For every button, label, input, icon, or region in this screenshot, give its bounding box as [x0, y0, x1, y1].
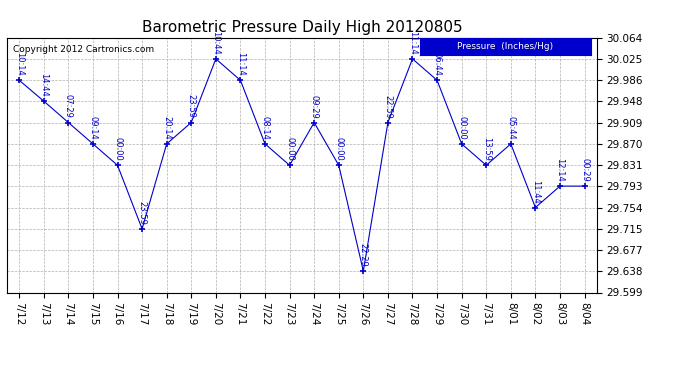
Text: 09:14: 09:14: [88, 116, 97, 140]
Text: 11:14: 11:14: [408, 31, 417, 55]
Text: 00:29: 00:29: [580, 158, 589, 182]
Text: 22:59: 22:59: [384, 94, 393, 118]
Text: 00:00: 00:00: [113, 137, 122, 161]
Text: 00:00: 00:00: [334, 137, 343, 161]
Title: Barometric Pressure Daily High 20120805: Barometric Pressure Daily High 20120805: [141, 20, 462, 35]
Text: 22:29: 22:29: [359, 243, 368, 267]
Text: 14:44: 14:44: [39, 73, 48, 97]
Text: 11:14: 11:14: [236, 53, 245, 76]
Text: 12:14: 12:14: [555, 158, 564, 182]
Text: 10:14: 10:14: [14, 53, 23, 76]
Text: 23:59: 23:59: [137, 201, 146, 225]
Text: 08:14: 08:14: [261, 116, 270, 140]
Text: 00:00: 00:00: [457, 116, 466, 140]
Text: 06:44: 06:44: [433, 52, 442, 76]
Text: 23:59: 23:59: [187, 94, 196, 118]
Text: 07:29: 07:29: [64, 94, 73, 118]
Text: 10:44: 10:44: [211, 31, 220, 55]
Text: 00:00: 00:00: [285, 137, 294, 161]
Text: 13:59: 13:59: [482, 137, 491, 161]
Text: Copyright 2012 Cartronics.com: Copyright 2012 Cartronics.com: [13, 45, 154, 54]
Text: 20:14: 20:14: [162, 116, 171, 140]
Text: 05:44: 05:44: [506, 116, 515, 140]
Text: 09:29: 09:29: [310, 94, 319, 118]
Text: 11:44: 11:44: [531, 180, 540, 203]
